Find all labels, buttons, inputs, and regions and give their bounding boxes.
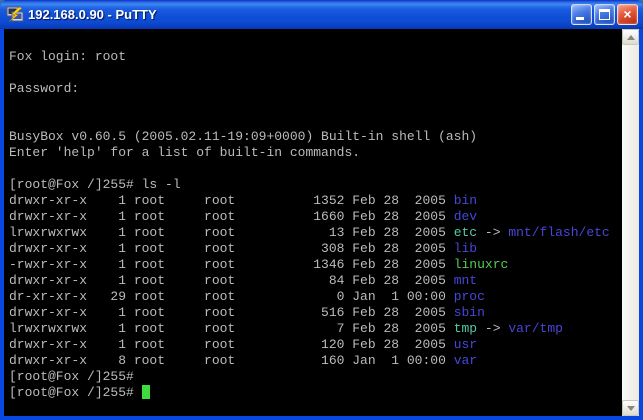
terminal-text: drwxr-xr-x 1 root root 84 Feb 28 2005 xyxy=(9,273,454,288)
terminal-text: Enter 'help' for a list of built-in comm… xyxy=(9,145,361,160)
terminal-text: usr xyxy=(453,337,478,352)
terminal-line: dr-xr-xr-x 29 root root 0 Jan 1 00:00 pr… xyxy=(9,289,622,305)
scroll-down-button[interactable] xyxy=(622,400,639,416)
terminal-text: drwxr-xr-x 1 root root 1660 Feb 28 2005 xyxy=(9,209,454,224)
maximize-button[interactable] xyxy=(594,4,615,25)
window-title: 192.168.0.90 - PuTTY xyxy=(28,7,157,22)
terminal-text: [root@Fox /]255# xyxy=(9,369,134,384)
terminal-line: BusyBox v0.60.5 (2005.02.11-19:09+0000) … xyxy=(9,129,622,145)
terminal-text: BusyBox v0.60.5 (2005.02.11-19:09+0000) … xyxy=(9,129,478,144)
terminal-text: Password: xyxy=(9,81,80,96)
terminal-line: Enter 'help' for a list of built-in comm… xyxy=(9,145,622,161)
scrollbar-track[interactable] xyxy=(622,45,639,400)
terminal-text: lrwxrwxrwx 1 root root 13 Feb 28 2005 xyxy=(9,225,454,240)
terminal-line: [root@Fox /]255# xyxy=(9,369,622,385)
terminal-line xyxy=(9,65,622,81)
terminal-text: etc xyxy=(453,225,478,240)
terminal-text: lrwxrwxrwx 1 root root 7 Feb 28 2005 xyxy=(9,321,454,336)
scroll-down-arrow-icon xyxy=(626,405,635,411)
terminal-text: var/tmp xyxy=(508,321,563,336)
terminal-text: [root@Fox /]255# ls -l xyxy=(9,177,181,192)
terminal-text: sbin xyxy=(453,305,485,320)
terminal-text: mnt xyxy=(453,273,478,288)
terminal-line: drwxr-xr-x 1 root root 1352 Feb 28 2005 … xyxy=(9,193,622,209)
terminal-screen[interactable]: Fox login: root Password: BusyBox v0.60.5 … xyxy=(4,29,622,416)
window-controls: × xyxy=(571,4,638,25)
terminal-line: [root@Fox /]255# xyxy=(9,384,622,401)
terminal-text: [root@Fox /]255# xyxy=(9,385,142,400)
terminal-text: drwxr-xr-x 1 root root 120 Feb 28 2005 xyxy=(9,337,454,352)
terminal-text: drwxr-xr-x 1 root root 308 Feb 28 2005 xyxy=(9,241,454,256)
terminal-text: proc xyxy=(453,289,485,304)
minimize-icon xyxy=(576,17,584,20)
titlebar[interactable]: 192.168.0.90 - PuTTY × xyxy=(0,0,643,29)
close-button[interactable]: × xyxy=(617,4,638,25)
terminal-line: drwxr-xr-x 8 root root 160 Jan 1 00:00 v… xyxy=(9,353,622,369)
terminal-text: var xyxy=(453,353,478,368)
terminal-line: lrwxrwxrwx 1 root root 7 Feb 28 2005 tmp… xyxy=(9,321,622,337)
terminal-line: drwxr-xr-x 1 root root 516 Feb 28 2005 s… xyxy=(9,305,622,321)
terminal-text: drwxr-xr-x 1 root root 516 Feb 28 2005 xyxy=(9,305,454,320)
terminal-line: -rwxr-xr-x 1 root root 1346 Feb 28 2005 … xyxy=(9,257,622,273)
terminal-text: tmp xyxy=(453,321,478,336)
terminal-text: dev xyxy=(453,209,478,224)
scrollbar[interactable] xyxy=(622,29,639,416)
maximize-icon xyxy=(599,9,610,20)
terminal-text: lib xyxy=(453,241,478,256)
terminal-line: drwxr-xr-x 1 root root 308 Feb 28 2005 l… xyxy=(9,241,622,257)
terminal-line xyxy=(9,97,622,113)
putty-app-icon[interactable] xyxy=(6,6,24,24)
terminal-text: linuxrc xyxy=(453,257,509,272)
minimize-button[interactable] xyxy=(571,4,592,25)
terminal-text: drwxr-xr-x 1 root root 1352 Feb 28 2005 xyxy=(9,193,454,208)
terminal-text: Fox login: root xyxy=(9,49,127,64)
terminal-line xyxy=(9,33,622,49)
terminal-text: -rwxr-xr-x 1 root root 1346 Feb 28 2005 xyxy=(9,257,454,272)
terminal-line: drwxr-xr-x 1 root root 84 Feb 28 2005 mn… xyxy=(9,273,622,289)
terminal-line: drwxr-xr-x 1 root root 120 Feb 28 2005 u… xyxy=(9,337,622,353)
terminal-text: drwxr-xr-x 8 root root 160 Jan 1 00:00 xyxy=(9,353,454,368)
terminal-text: -> xyxy=(477,225,509,240)
terminal-line: Fox login: root xyxy=(9,49,622,65)
terminal-line: drwxr-xr-x 1 root root 1660 Feb 28 2005 … xyxy=(9,209,622,225)
terminal-line xyxy=(9,161,622,177)
putty-terminals-lightning-icon xyxy=(6,6,24,22)
window-body: Fox login: root Password: BusyBox v0.60.5 … xyxy=(0,29,643,420)
terminal-cursor xyxy=(141,384,150,399)
terminal-line: Password: xyxy=(9,81,622,97)
terminal-text: -> xyxy=(477,321,509,336)
terminal-line: [root@Fox /]255# ls -l xyxy=(9,177,622,193)
scroll-up-button[interactable] xyxy=(622,29,639,45)
terminal-text: mnt/flash/etc xyxy=(508,225,610,240)
terminal-line: lrwxrwxrwx 1 root root 13 Feb 28 2005 et… xyxy=(9,225,622,241)
terminal-text: dr-xr-xr-x 29 root root 0 Jan 1 00:00 xyxy=(9,289,454,304)
terminal-line xyxy=(9,113,622,129)
scroll-up-arrow-icon xyxy=(626,34,635,40)
terminal-text: bin xyxy=(453,193,478,208)
